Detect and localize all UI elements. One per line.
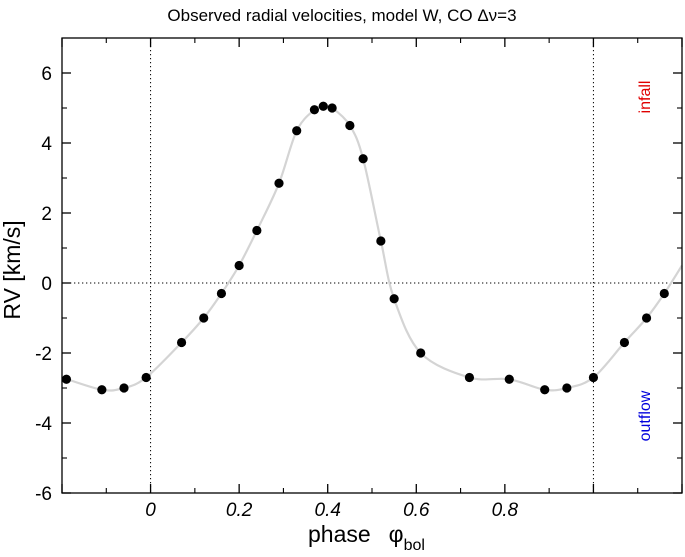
data-point	[376, 236, 386, 246]
data-point	[588, 372, 599, 383]
data-point	[641, 313, 652, 323]
data-point	[389, 294, 399, 304]
series-curve	[61, 104, 683, 392]
ytick-label: 2	[41, 204, 52, 225]
data-point	[141, 372, 151, 383]
reference-lines	[62, 38, 682, 493]
data-point	[119, 383, 129, 393]
infall-label: infall	[637, 81, 654, 114]
data-point	[540, 385, 550, 395]
xtick-label: 0.2	[226, 500, 253, 521]
data-point	[504, 374, 514, 384]
x-axis-label: phase φbol	[308, 521, 425, 554]
xtick-label: 0	[145, 500, 156, 521]
data-point	[309, 105, 320, 115]
x-tick-labels: 0 0.2 0.4 0.6 0.8	[145, 500, 518, 521]
data-series	[61, 101, 683, 395]
data-point	[345, 120, 355, 131]
ytick-label: 0	[41, 274, 52, 295]
data-point	[252, 225, 262, 236]
ytick-label: 6	[41, 64, 52, 85]
y-axis-label: RV [km/s]	[0, 220, 25, 319]
data-point	[659, 288, 669, 299]
xtick-label: 0.6	[403, 500, 430, 521]
axis-ticks	[61, 38, 683, 494]
plot-frame	[61, 37, 683, 494]
data-point	[619, 337, 630, 348]
data-point	[327, 103, 337, 113]
ytick-label: -6	[35, 484, 52, 505]
data-point	[292, 126, 302, 136]
data-point	[97, 385, 107, 395]
data-point	[274, 178, 284, 188]
data-point	[61, 374, 72, 384]
xtick-label: 0.8	[492, 500, 519, 521]
data-point	[562, 383, 572, 393]
outflow-label: outflow	[637, 390, 654, 441]
data-point	[416, 348, 426, 358]
data-point	[318, 101, 328, 111]
data-point	[234, 260, 244, 271]
ytick-label: 4	[41, 134, 52, 155]
data-point	[216, 288, 227, 299]
xtick-label: 0.4	[315, 500, 341, 521]
y-tick-labels: -6 -4 -2 0 2 4 6	[35, 64, 52, 505]
data-point	[464, 372, 475, 383]
chart-title: Observed radial velocities, model W, CO …	[167, 6, 516, 25]
data-point	[176, 337, 187, 348]
data-point	[199, 313, 209, 323]
ytick-label: -2	[35, 344, 52, 365]
data-point	[358, 154, 368, 164]
ytick-label: -4	[35, 414, 52, 435]
